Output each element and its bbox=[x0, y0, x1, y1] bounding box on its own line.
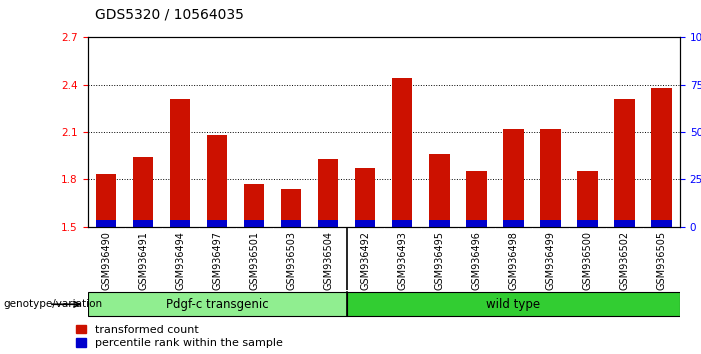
Text: GSM936496: GSM936496 bbox=[471, 231, 482, 290]
Text: GDS5320 / 10564035: GDS5320 / 10564035 bbox=[95, 7, 243, 21]
Bar bbox=[170, 220, 191, 227]
Bar bbox=[466, 171, 486, 227]
Text: GSM936491: GSM936491 bbox=[138, 231, 148, 290]
Text: GSM936497: GSM936497 bbox=[212, 231, 222, 290]
Text: GSM936495: GSM936495 bbox=[435, 231, 444, 290]
Text: GSM936498: GSM936498 bbox=[508, 231, 518, 290]
Text: GSM936492: GSM936492 bbox=[360, 231, 370, 290]
Bar bbox=[503, 129, 524, 227]
Bar bbox=[429, 220, 449, 227]
Text: GSM936493: GSM936493 bbox=[397, 231, 407, 290]
Bar bbox=[429, 154, 449, 227]
Bar bbox=[244, 184, 264, 227]
Text: GSM936504: GSM936504 bbox=[323, 231, 333, 290]
Bar bbox=[318, 159, 339, 227]
Bar bbox=[540, 220, 561, 227]
Bar bbox=[614, 99, 634, 227]
Bar bbox=[466, 220, 486, 227]
Bar bbox=[540, 129, 561, 227]
Text: GSM936503: GSM936503 bbox=[286, 231, 297, 290]
Bar bbox=[96, 220, 116, 227]
Text: GSM936494: GSM936494 bbox=[175, 231, 185, 290]
Bar bbox=[355, 220, 376, 227]
Text: GSM936499: GSM936499 bbox=[545, 231, 555, 290]
Bar bbox=[133, 220, 154, 227]
Bar bbox=[577, 220, 597, 227]
Bar bbox=[318, 220, 339, 227]
Bar bbox=[651, 88, 672, 227]
FancyBboxPatch shape bbox=[347, 292, 680, 316]
Text: GSM936501: GSM936501 bbox=[250, 231, 259, 290]
Bar bbox=[96, 175, 116, 227]
Bar bbox=[577, 171, 597, 227]
Legend: transformed count, percentile rank within the sample: transformed count, percentile rank withi… bbox=[76, 325, 283, 348]
Bar bbox=[355, 168, 376, 227]
Bar bbox=[281, 189, 301, 227]
Text: GSM936502: GSM936502 bbox=[620, 231, 629, 290]
Text: wild type: wild type bbox=[486, 298, 540, 311]
Bar bbox=[244, 220, 264, 227]
Bar bbox=[392, 220, 412, 227]
Text: genotype/variation: genotype/variation bbox=[4, 299, 102, 309]
Bar bbox=[651, 220, 672, 227]
Bar bbox=[614, 220, 634, 227]
Text: GSM936505: GSM936505 bbox=[656, 231, 667, 290]
Bar bbox=[133, 157, 154, 227]
Bar bbox=[392, 78, 412, 227]
Bar bbox=[281, 220, 301, 227]
Text: GSM936490: GSM936490 bbox=[101, 231, 111, 290]
Bar bbox=[207, 135, 227, 227]
Bar bbox=[170, 99, 191, 227]
Bar bbox=[207, 220, 227, 227]
Bar bbox=[503, 220, 524, 227]
Text: GSM936500: GSM936500 bbox=[583, 231, 592, 290]
Text: Pdgf-c transgenic: Pdgf-c transgenic bbox=[166, 298, 268, 311]
FancyBboxPatch shape bbox=[88, 292, 347, 316]
